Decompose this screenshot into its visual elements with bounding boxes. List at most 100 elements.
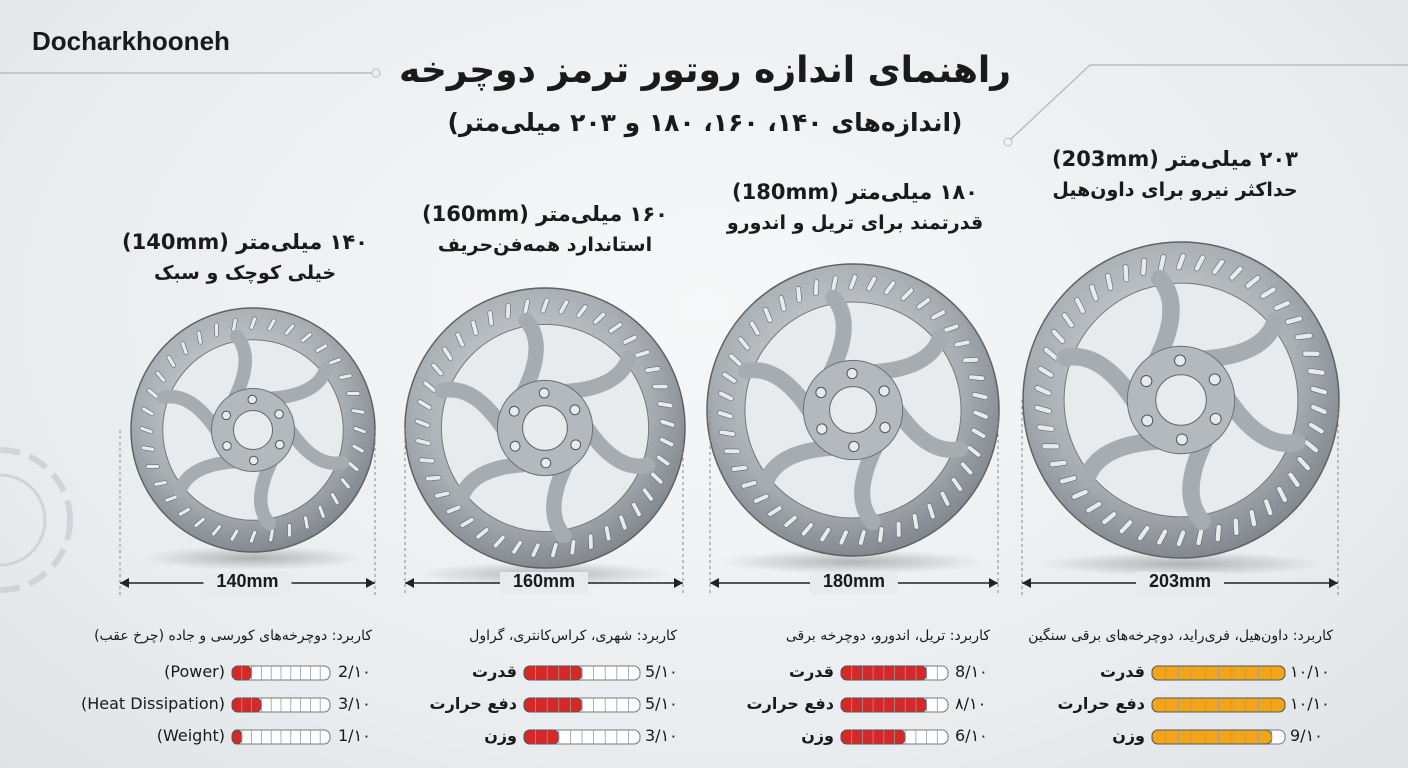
rating-label: (Weight) <box>156 726 225 745</box>
rotor-slot <box>753 493 769 504</box>
rotor-slot <box>1260 286 1277 299</box>
rotor-center <box>232 409 274 451</box>
rotor-slot <box>1276 486 1288 503</box>
rating-value: ۱۰/۱۰ <box>1290 694 1330 713</box>
rotor-slot <box>505 303 511 320</box>
rotor-slot <box>1122 264 1130 283</box>
rotor-slot <box>608 322 623 334</box>
bolt-hole <box>1174 354 1187 367</box>
rotor-tagline: حداکثر نیرو برای داون‌هیل <box>1052 179 1298 201</box>
rotor-slot <box>740 480 758 489</box>
rotor-tagline: خیلی کوچک و سبک <box>153 262 337 284</box>
rotor-slot <box>287 523 292 538</box>
rotor-slot <box>866 275 877 292</box>
rotor-slot <box>719 429 736 437</box>
arrow-head <box>989 578 998 588</box>
rotor-slot <box>431 362 444 377</box>
rating-label: دفع حرارت <box>1057 694 1145 713</box>
rotor <box>706 263 1000 557</box>
bolt-hole <box>879 421 891 434</box>
rotor-slot <box>540 297 550 314</box>
dimension-label: 160mm <box>512 571 576 591</box>
rotor <box>130 307 376 553</box>
rotor-tagline: قدرتمند برای تریل و اندورو <box>726 212 984 234</box>
rotor-slot <box>530 542 541 558</box>
rotor-slot <box>1059 475 1077 485</box>
rotor-shadow <box>143 546 363 570</box>
rotor-spoke <box>823 289 852 381</box>
rotor-slot <box>588 533 594 550</box>
rotor-slot <box>656 454 671 467</box>
rotor-slot <box>353 426 367 434</box>
rotor <box>404 287 686 569</box>
rotor-spoke <box>757 439 840 492</box>
rotor-slot <box>718 390 734 402</box>
rotor-slot <box>971 427 987 439</box>
rotor-slot <box>659 419 676 428</box>
arrow-head <box>1022 578 1031 588</box>
rotor-spoke <box>579 420 656 474</box>
rotor-slot <box>749 320 761 336</box>
bolt-hole <box>1140 375 1153 388</box>
rotor-slot <box>249 530 257 544</box>
usage: کاربرد: تریل، اندورو، دوچرخه برقی <box>785 628 990 644</box>
rotor-slot <box>971 392 989 401</box>
rotor-slot <box>153 480 168 487</box>
rotor-slot <box>657 401 674 409</box>
rating-value: 3/۱۰ <box>338 694 371 713</box>
decor-ring <box>0 447 73 593</box>
rating-bar <box>231 697 262 713</box>
rotor-slot <box>425 475 442 482</box>
usage: کاربرد: دوچرخه‌های کورسی و جاده (چرخ عقب… <box>94 628 372 644</box>
rotor-slot <box>737 336 751 351</box>
rotor-slot <box>795 286 802 303</box>
rating-value: 6/۱۰ <box>955 726 988 745</box>
rotor-slot <box>1051 329 1066 344</box>
rating-label: وزن <box>1112 726 1145 745</box>
rating-label: (Power) <box>164 662 225 681</box>
arrow-head <box>710 578 719 588</box>
rotor-slot <box>1308 422 1325 435</box>
rotor-spoke <box>546 456 574 544</box>
rotor-slot <box>1287 471 1301 488</box>
rotor-slot <box>417 399 432 411</box>
rotor-slot <box>455 332 465 348</box>
rotor-slot <box>414 418 431 428</box>
rotor-slot <box>900 287 914 301</box>
rotor-slot <box>1049 459 1068 468</box>
rotor-slot <box>895 520 902 538</box>
dimension-label: 180mm <box>822 571 886 591</box>
rotor-slot <box>631 502 642 517</box>
rotor-slot <box>569 539 577 556</box>
rotor-slot <box>762 306 773 323</box>
bolt-hole <box>846 367 858 380</box>
rotor-slot <box>1071 489 1089 500</box>
bolt-hole <box>540 457 552 469</box>
rotor-slot <box>644 366 661 373</box>
rotor-slot <box>141 406 155 417</box>
rotor-slot <box>1294 332 1313 341</box>
rotor-slot <box>1296 456 1311 471</box>
rotor-slot <box>1310 386 1328 396</box>
rotor-slot <box>1232 517 1240 536</box>
rotor-slot <box>1140 257 1147 276</box>
rotor-spoke <box>1077 432 1166 488</box>
rotor-slot <box>1307 368 1326 376</box>
rotor-slot <box>340 477 351 490</box>
rotor-shadow <box>721 550 985 574</box>
arrow-head <box>405 578 414 588</box>
rating-label: قدرت <box>471 662 517 681</box>
rotor-slot <box>180 341 189 355</box>
rotor-slot <box>939 490 951 507</box>
rotor-slot <box>487 310 494 327</box>
rating-label: قدرت <box>1099 662 1145 681</box>
rotor-slot <box>1036 424 1055 432</box>
rotor-slot <box>346 391 361 396</box>
rating-value: 9/۱۰ <box>1290 726 1323 745</box>
rotor-slot <box>351 443 365 454</box>
rotor-slot <box>338 373 353 380</box>
rotor-slot <box>1085 501 1102 514</box>
rating-value: 3/۱۰ <box>645 726 678 745</box>
